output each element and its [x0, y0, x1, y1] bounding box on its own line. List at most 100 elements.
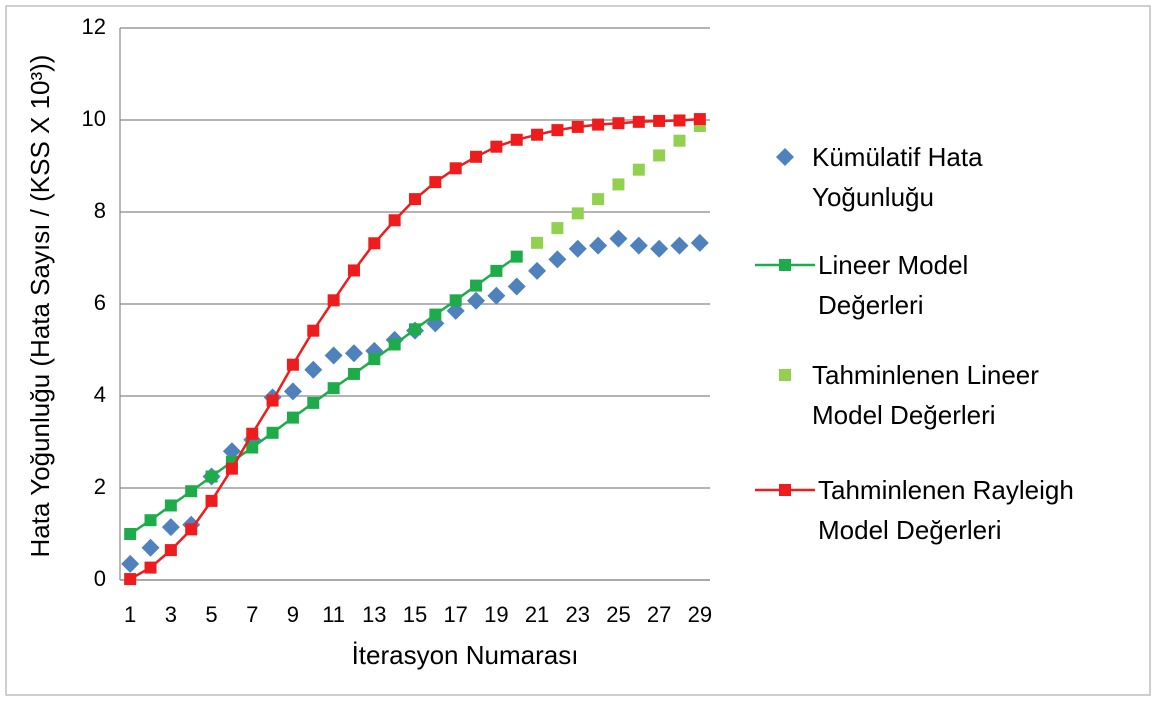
data-point [449, 162, 462, 175]
x-tick-label: 27 [647, 602, 671, 627]
y-tick-label: 12 [82, 14, 106, 39]
data-point [653, 114, 666, 127]
data-point [429, 176, 442, 189]
data-point [327, 382, 340, 395]
data-point [388, 338, 401, 351]
data-point [246, 427, 259, 440]
data-point [283, 382, 302, 401]
data-point [510, 133, 523, 146]
data-point [347, 264, 360, 277]
data-point [144, 514, 157, 527]
data-point [670, 236, 689, 255]
x-tick-label: 29 [688, 602, 712, 627]
data-point [568, 239, 587, 258]
x-tick-label: 3 [165, 602, 177, 627]
data-point [368, 353, 381, 366]
data-point [164, 499, 177, 512]
data-point [429, 308, 442, 321]
data-point [632, 115, 645, 128]
x-tick-label: 11 [322, 602, 345, 627]
data-point [629, 236, 648, 255]
x-tick-label: 25 [606, 602, 630, 627]
legend-label: Kümülatif Hata Yoğunluğu [812, 142, 983, 212]
data-point [307, 324, 320, 337]
x-axis-label: İterasyon Numarası [352, 640, 579, 670]
x-tick-label: 17 [443, 602, 467, 627]
data-point [551, 124, 564, 137]
data-point [409, 323, 421, 336]
data-point [222, 442, 241, 461]
data-point [571, 207, 584, 220]
legend-label: Tahminlenen Rayleigh Model Değerleri [818, 475, 1074, 545]
legend-label: Lineer Model Değerleri [818, 250, 969, 320]
data-point [531, 236, 544, 249]
data-point [164, 544, 177, 557]
legend-label: Tahminlenen Lineer Model Değerleri [812, 360, 1039, 430]
x-tick-label: 7 [246, 602, 258, 627]
legend-marker [779, 259, 791, 271]
data-point [612, 117, 625, 130]
data-point [673, 114, 686, 127]
data-point [487, 286, 506, 305]
data-point [205, 470, 218, 483]
data-point [693, 113, 706, 126]
data-point [246, 441, 259, 454]
y-tick-label: 10 [82, 106, 106, 131]
data-point [225, 462, 238, 475]
x-tick-label: 15 [403, 602, 427, 627]
data-point [592, 118, 605, 131]
data-point [327, 294, 340, 307]
legend-marker [779, 484, 791, 496]
data-point [510, 250, 523, 263]
data-point [490, 264, 503, 277]
y-tick-label: 6 [94, 290, 106, 315]
data-point [124, 573, 137, 586]
data-point [347, 367, 360, 380]
x-tick-label: 21 [525, 602, 549, 627]
legend-marker [779, 369, 791, 381]
data-point [266, 426, 279, 439]
data-point [205, 494, 218, 507]
data-point [612, 178, 625, 191]
data-point [507, 277, 526, 296]
x-tick-label: 9 [287, 602, 299, 627]
data-point [571, 120, 584, 133]
data-point [653, 149, 666, 162]
data-point [286, 411, 299, 424]
data-point [304, 360, 323, 379]
data-point [141, 538, 160, 557]
data-point [650, 239, 669, 258]
data-point [409, 193, 421, 206]
data-point [551, 222, 564, 235]
data-point [344, 344, 363, 363]
data-point [470, 279, 483, 292]
y-tick-label: 0 [94, 566, 106, 591]
y-tick-label: 4 [94, 382, 106, 407]
data-point [528, 261, 547, 280]
data-point [286, 358, 299, 371]
data-point [266, 394, 279, 407]
data-point [324, 346, 343, 365]
data-point [531, 128, 544, 141]
legend-marker [776, 148, 794, 166]
data-point [490, 140, 503, 153]
data-point [548, 250, 567, 269]
data-point [185, 523, 198, 536]
x-tick-label: 23 [566, 602, 590, 627]
data-point [446, 301, 465, 320]
chart-border [5, 5, 1151, 696]
data-point [388, 214, 401, 227]
y-tick-label: 2 [94, 474, 106, 499]
data-point [589, 236, 608, 255]
data-point [161, 518, 180, 537]
data-point [449, 294, 462, 307]
data-point [592, 193, 605, 206]
y-tick-label: 8 [94, 198, 106, 223]
data-point [690, 233, 709, 252]
x-tick-label: 1 [124, 602, 136, 627]
data-point [185, 485, 198, 498]
data-point [470, 150, 483, 163]
x-tick-label: 5 [205, 602, 217, 627]
